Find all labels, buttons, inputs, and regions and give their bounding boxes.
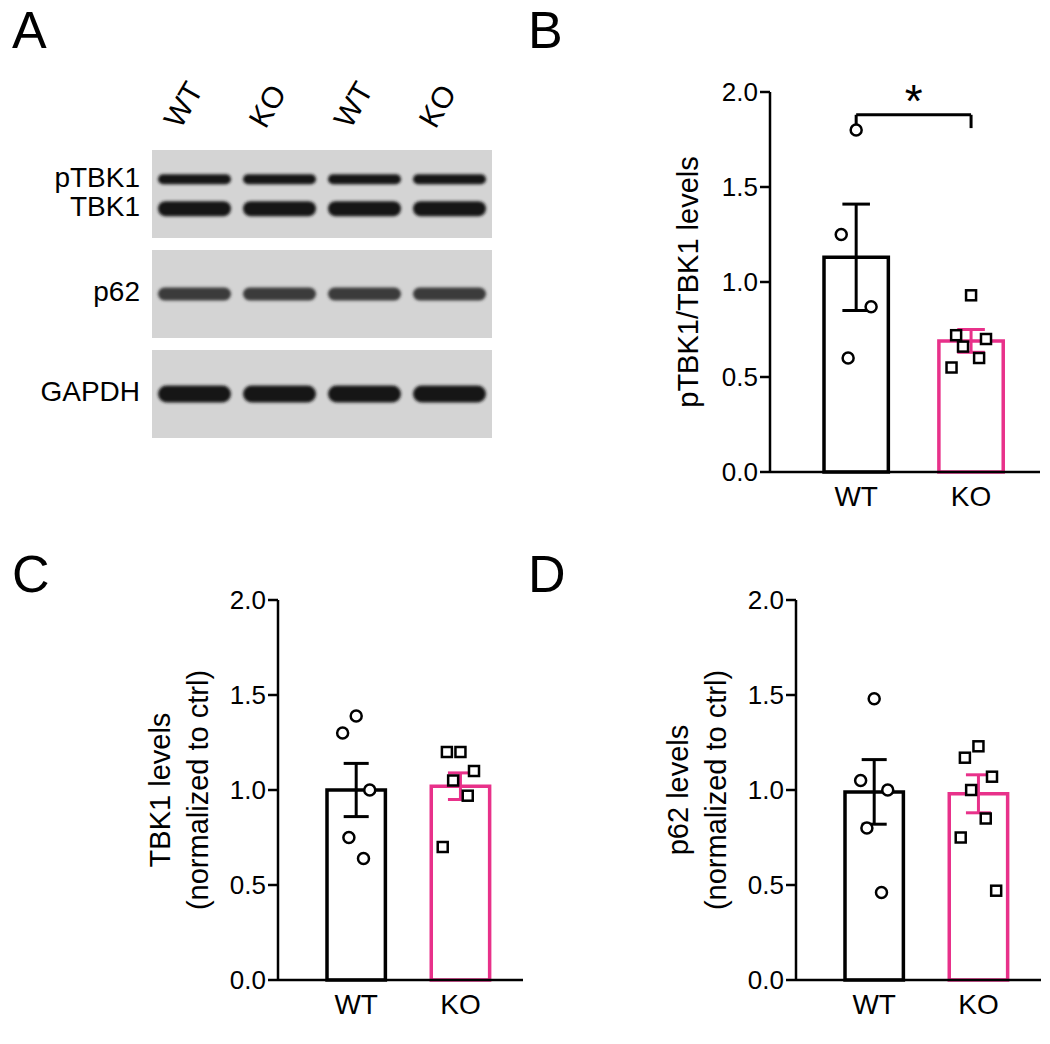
svg-text:WT: WT — [157, 76, 209, 133]
svg-text:WT: WT — [334, 989, 378, 1020]
svg-text:*: * — [905, 75, 923, 127]
svg-text:KO: KO — [951, 481, 991, 512]
svg-text:TBK1 levels: TBK1 levels — [144, 713, 176, 868]
svg-text:0.0: 0.0 — [722, 457, 758, 487]
svg-text:GAPDH: GAPDH — [40, 376, 140, 407]
svg-text:1.0: 1.0 — [230, 775, 266, 805]
svg-text:B: B — [528, 1, 563, 59]
svg-text:0.0: 0.0 — [748, 965, 784, 995]
svg-text:A: A — [12, 1, 47, 59]
svg-text:WT: WT — [834, 481, 878, 512]
svg-text:KO: KO — [412, 79, 462, 133]
svg-text:1.0: 1.0 — [748, 775, 784, 805]
svg-text:1.0: 1.0 — [722, 267, 758, 297]
svg-text:(normalized to ctrl): (normalized to ctrl) — [700, 670, 732, 910]
svg-text:(normalized to ctrl): (normalized to ctrl) — [182, 670, 214, 910]
svg-text:WT: WT — [327, 76, 379, 133]
svg-text:p62: p62 — [93, 276, 140, 307]
svg-text:0.5: 0.5 — [722, 362, 758, 392]
svg-text:1.5: 1.5 — [722, 172, 758, 202]
svg-text:0.0: 0.0 — [230, 965, 266, 995]
svg-text:0.5: 0.5 — [230, 870, 266, 900]
svg-text:1.5: 1.5 — [748, 680, 784, 710]
svg-text:TBK1: TBK1 — [70, 191, 140, 222]
svg-text:D: D — [528, 545, 566, 603]
svg-text:KO: KO — [958, 989, 998, 1020]
svg-text:0.5: 0.5 — [748, 870, 784, 900]
svg-text:2.0: 2.0 — [748, 585, 784, 615]
svg-text:2.0: 2.0 — [230, 585, 266, 615]
svg-text:pTBK1: pTBK1 — [54, 162, 140, 193]
svg-text:1.5: 1.5 — [230, 680, 266, 710]
svg-text:WT: WT — [852, 989, 896, 1020]
svg-text:C: C — [12, 545, 50, 603]
svg-text:pTBK1/TBK1 levels: pTBK1/TBK1 levels — [672, 156, 704, 407]
svg-text:KO: KO — [242, 79, 292, 133]
svg-text:KO: KO — [440, 989, 480, 1020]
svg-text:p62 levels: p62 levels — [662, 725, 694, 856]
svg-text:2.0: 2.0 — [722, 77, 758, 107]
